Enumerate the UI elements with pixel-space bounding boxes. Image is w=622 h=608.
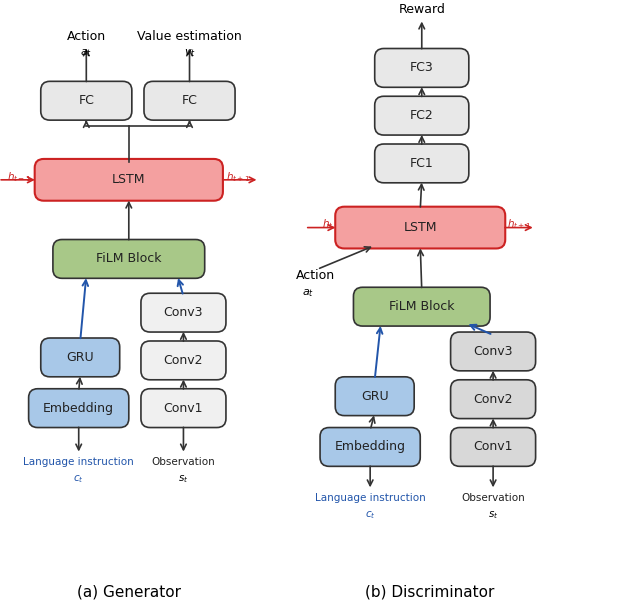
Text: $a_t$: $a_t$: [80, 47, 92, 59]
Text: Action: Action: [67, 30, 106, 43]
Text: $s_t$: $s_t$: [179, 474, 188, 485]
Text: FC2: FC2: [410, 109, 434, 122]
Text: Conv3: Conv3: [473, 345, 513, 358]
FancyBboxPatch shape: [141, 341, 226, 380]
Text: $h_t$: $h_t$: [322, 218, 333, 232]
Text: FC1: FC1: [410, 157, 434, 170]
FancyBboxPatch shape: [53, 240, 205, 278]
Text: FC: FC: [78, 94, 95, 107]
Text: Conv1: Conv1: [473, 440, 513, 454]
FancyBboxPatch shape: [450, 332, 536, 371]
FancyBboxPatch shape: [335, 377, 414, 416]
FancyBboxPatch shape: [374, 144, 469, 183]
Text: Embedding: Embedding: [43, 402, 114, 415]
FancyBboxPatch shape: [335, 207, 505, 249]
Text: LSTM: LSTM: [404, 221, 437, 234]
FancyBboxPatch shape: [450, 427, 536, 466]
Text: Conv3: Conv3: [164, 306, 203, 319]
Text: FC3: FC3: [410, 61, 434, 74]
FancyBboxPatch shape: [320, 427, 420, 466]
Text: Conv2: Conv2: [164, 354, 203, 367]
Text: (b) Discriminator: (b) Discriminator: [364, 584, 494, 599]
Text: $c_t$: $c_t$: [73, 474, 84, 485]
FancyBboxPatch shape: [41, 81, 132, 120]
Text: $c_t$: $c_t$: [364, 510, 376, 521]
Text: $v_t$: $v_t$: [183, 47, 195, 59]
Text: Observation: Observation: [462, 493, 525, 503]
Text: $s_t$: $s_t$: [488, 510, 498, 521]
Text: Language instruction: Language instruction: [315, 493, 425, 503]
Text: Observation: Observation: [152, 457, 215, 468]
FancyBboxPatch shape: [353, 287, 490, 326]
Text: (a) Generator: (a) Generator: [77, 584, 181, 599]
Text: GRU: GRU: [67, 351, 94, 364]
Text: $a_t$: $a_t$: [302, 287, 314, 299]
FancyBboxPatch shape: [144, 81, 235, 120]
Text: FiLM Block: FiLM Block: [389, 300, 455, 313]
FancyBboxPatch shape: [35, 159, 223, 201]
Text: Conv2: Conv2: [473, 393, 513, 406]
Text: Language instruction: Language instruction: [24, 457, 134, 468]
Text: $h_{t-1}$: $h_{t-1}$: [7, 170, 32, 184]
Text: GRU: GRU: [361, 390, 389, 402]
Text: Conv1: Conv1: [164, 402, 203, 415]
FancyBboxPatch shape: [29, 389, 129, 427]
Text: LSTM: LSTM: [112, 173, 146, 186]
Text: Reward: Reward: [398, 2, 445, 16]
FancyBboxPatch shape: [374, 96, 469, 135]
FancyBboxPatch shape: [450, 380, 536, 418]
Text: Embedding: Embedding: [335, 440, 406, 454]
FancyBboxPatch shape: [141, 389, 226, 427]
Text: Action: Action: [296, 269, 335, 282]
Text: Value estimation: Value estimation: [137, 30, 242, 43]
FancyBboxPatch shape: [141, 293, 226, 332]
Text: $h_{t+1}$: $h_{t+1}$: [226, 170, 250, 184]
Text: $h_{t+1}$: $h_{t+1}$: [507, 218, 531, 232]
FancyBboxPatch shape: [374, 49, 469, 88]
Text: FiLM Block: FiLM Block: [96, 252, 162, 266]
Text: FC: FC: [182, 94, 197, 107]
FancyBboxPatch shape: [41, 338, 119, 377]
